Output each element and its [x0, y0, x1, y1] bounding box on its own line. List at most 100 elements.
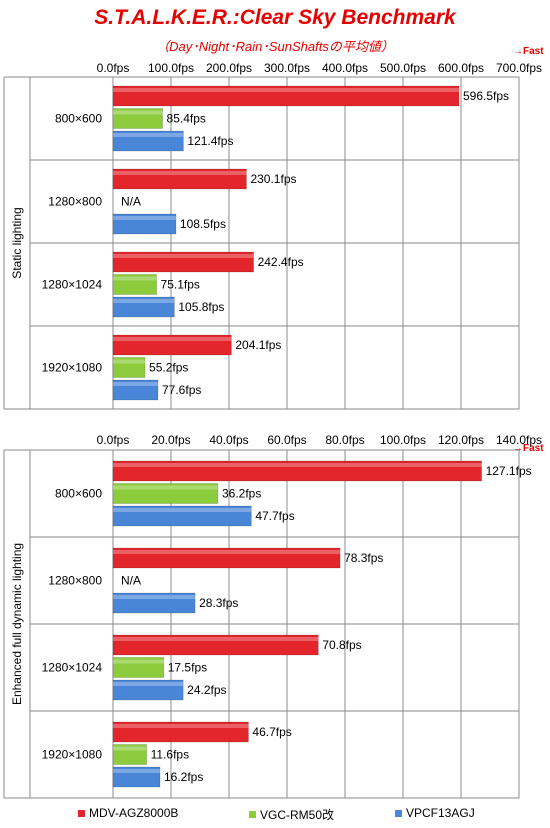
data-label-0-2-0: 242.4fps: [258, 255, 304, 269]
bar-highlight-0-0-2: [113, 133, 184, 137]
tick-label-1-2: 40.0fps: [209, 433, 248, 447]
group-label-1: Enhanced full dynamic lighting: [10, 543, 24, 705]
bar-0-2-1: [112, 274, 157, 295]
data-label-1-3-1: 11.6fps: [151, 748, 189, 762]
bar-1-0-0: [112, 460, 482, 482]
bar-0-3-0: [112, 334, 232, 356]
category-label-1-0: 800×600: [55, 487, 102, 501]
tick-label-1-3: 60.0fps: [267, 433, 306, 447]
data-label-1-3-2: 16.2fps: [164, 770, 203, 784]
tick-label-1-6: 120.0fps: [438, 433, 484, 447]
data-label-0-0-1: 85.4fps: [167, 112, 206, 126]
chart-title: S.T.A.L.K.E.R.:Clear Sky Benchmark: [94, 6, 456, 29]
data-label-0-0-0: 596.5fps: [463, 89, 509, 103]
bar-highlight-1-0-0: [113, 463, 482, 467]
data-label-1-0-2: 47.7fps: [255, 509, 294, 523]
bar-0-0-2: [112, 130, 184, 152]
tick-label-0-2: 200.0fps: [206, 61, 252, 75]
tick-label-0-0: 0.0fps: [97, 61, 130, 75]
tick-label-1-0: 0.0fps: [97, 433, 130, 447]
data-label-0-3-0: 204.1fps: [235, 338, 281, 352]
tick-label-0-7: 700.0fps: [496, 61, 542, 75]
data-label-0-2-2: 105.8fps: [178, 300, 224, 314]
fast-direction-label-bottom: →Fast: [513, 443, 544, 454]
bar-highlight-1-0-2: [113, 508, 252, 512]
chart-subtitle: （Day･Night･Rain･SunShaftsの平均値）: [156, 39, 394, 54]
bar-1-2-1: [112, 657, 165, 678]
bar-highlight-0-3-1: [113, 359, 146, 364]
legend-label-2: VPCF13AGJ: [406, 806, 475, 820]
tick-label-0-6: 600.0fps: [438, 61, 484, 75]
legend-swatch-2: [395, 809, 402, 817]
bar-1-3-2: [112, 766, 161, 788]
data-label-1-2-1: 17.5fps: [168, 661, 207, 675]
legend-item-0: MDV-AGZ8000B: [78, 806, 178, 820]
bar-1-3-1: [112, 744, 147, 765]
bar-0-2-2: [112, 296, 175, 318]
fast-direction-label-top: →Fast: [513, 46, 544, 57]
bar-highlight-0-1-2: [113, 216, 176, 220]
bar-0-0-0: [112, 85, 460, 107]
bar-0-2-0: [112, 251, 254, 273]
bar-1-0-1: [112, 483, 219, 504]
tick-label-0-3: 300.0fps: [264, 61, 310, 75]
chart-panel-0: 0.0fps 100.0fps 200.0fps 300.0fps 400.0fps 50…: [3, 61, 542, 410]
data-label-0-1-2: 108.5fps: [180, 217, 226, 231]
tick-label-0-4: 400.0fps: [322, 61, 368, 75]
data-label-0-3-1: 55.2fps: [149, 361, 188, 375]
category-label-0-3: 1920×1080: [42, 361, 103, 375]
bar-1-1-0: [112, 547, 341, 569]
bar-highlight-0-0-0: [113, 88, 459, 92]
legend-item-2: VPCF13AGJ: [395, 806, 475, 820]
category-label-1-2: 1280×1024: [42, 661, 103, 675]
bar-1-2-2: [112, 679, 184, 701]
data-label-0-1-0: 230.1fps: [250, 172, 296, 186]
bar-highlight-1-2-1: [113, 659, 164, 664]
bar-1-0-2: [112, 505, 252, 527]
data-label-1-1-0: 78.3fps: [344, 551, 383, 565]
data-label-1-0-0: 127.1fps: [486, 464, 532, 478]
chart-panel-1: 0.0fps 20.0fps 40.0fps 60.0fps 80.0fps 100.0f…: [3, 433, 542, 799]
data-label-1-0-1: 36.2fps: [222, 487, 261, 501]
bar-highlight-1-3-0: [113, 724, 249, 728]
bar-highlight-0-3-0: [113, 337, 232, 341]
data-label-1-3-0: 46.7fps: [252, 725, 291, 739]
tick-label-0-5: 500.0fps: [380, 61, 426, 75]
data-label-0-0-2: 121.4fps: [187, 134, 233, 148]
legend-swatch-0: [78, 809, 85, 817]
data-label-1-1-2: 28.3fps: [199, 596, 238, 610]
bar-highlight-1-0-1: [113, 485, 218, 490]
bar-highlight-0-3-2: [113, 382, 159, 386]
bar-highlight-1-2-2: [113, 682, 184, 686]
bar-0-3-1: [112, 357, 146, 378]
bar-0-3-2: [112, 379, 159, 401]
bar-1-3-0: [112, 721, 249, 743]
category-label-1-1: 1280×800: [48, 574, 102, 588]
bar-highlight-1-3-1: [113, 746, 147, 751]
tick-label-0-1: 100.0fps: [148, 61, 194, 75]
bar-highlight-1-1-2: [113, 595, 196, 599]
legend-label-1: VGC-RM50改: [260, 808, 335, 822]
bar-highlight-1-3-2: [113, 769, 160, 773]
category-label-0-2: 1280×1024: [42, 278, 103, 292]
data-label-0-3-2: 77.6fps: [162, 383, 201, 397]
legend-item-1: VGC-RM50改: [249, 806, 334, 823]
category-label-0-0: 800×600: [55, 112, 102, 126]
bar-highlight-0-0-1: [113, 110, 163, 115]
group-label-0: Static lighting: [10, 207, 24, 278]
tick-label-1-1: 20.0fps: [151, 433, 190, 447]
bar-1-1-2: [112, 592, 196, 614]
bar-highlight-0-2-1: [113, 276, 157, 281]
bar-highlight-1-2-0: [113, 637, 319, 641]
bar-highlight-1-1-0: [113, 550, 341, 554]
bar-1-2-0: [112, 634, 319, 656]
tick-label-1-7: 140.0fps: [496, 433, 542, 447]
legend-label-0: MDV-AGZ8000B: [89, 806, 179, 820]
data-label-1-2-0: 70.8fps: [322, 638, 361, 652]
data-label-1-2-2: 24.2fps: [187, 683, 226, 697]
bar-highlight-0-2-2: [113, 299, 175, 303]
category-label-1-3: 1920×1080: [42, 748, 103, 762]
bar-highlight-0-2-0: [113, 254, 254, 258]
legend-swatch-1: [249, 811, 256, 818]
